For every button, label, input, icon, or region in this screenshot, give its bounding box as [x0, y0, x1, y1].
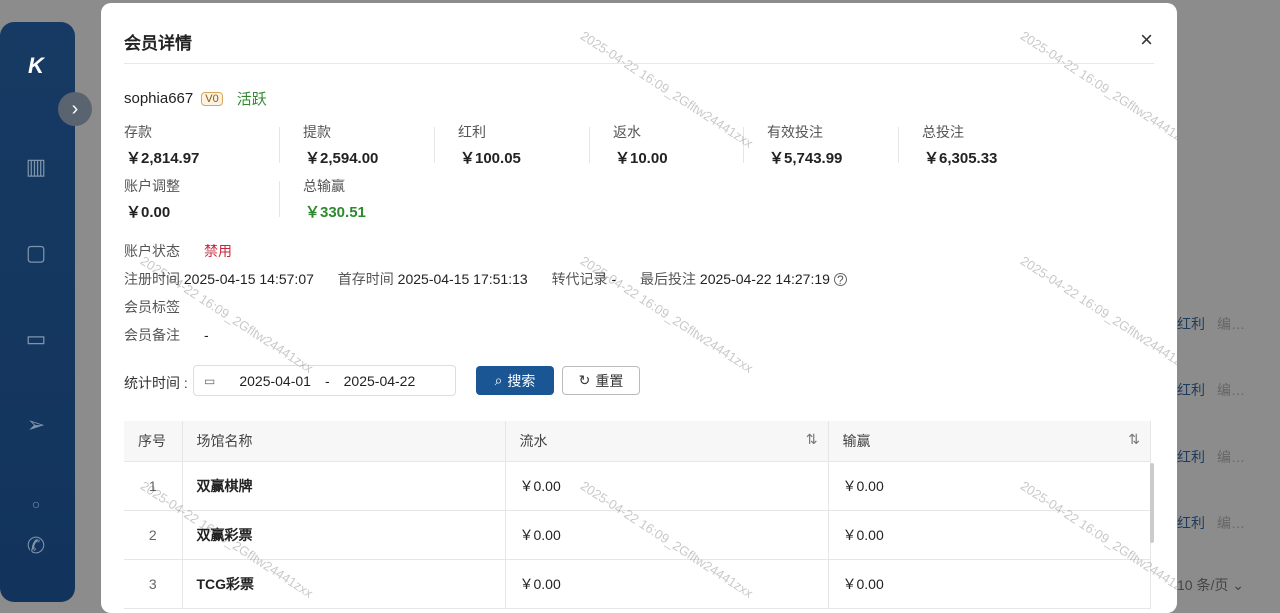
stat-value: ￥5,743.99	[769, 150, 843, 167]
more-link[interactable]: 编…	[1217, 449, 1245, 465]
stat-value: ￥0.00	[126, 204, 171, 221]
help-icon[interactable]: ?	[833, 273, 847, 286]
account-status-value: 禁用	[204, 243, 232, 259]
remark-row: 会员备注 -	[124, 327, 209, 343]
stat-label: 总投注	[922, 124, 964, 140]
time-row: 注册时间 2025-04-15 14:57:07 首存时间 2025-04-15…	[124, 269, 847, 289]
col-winloss[interactable]: 输赢 ⇅	[828, 421, 1151, 462]
transfer-record: -	[611, 271, 617, 287]
stat-deposit: 存款 ￥2,814.97	[124, 122, 279, 168]
dot-icon: ○	[31, 496, 41, 512]
watermark: 2025-04-22 16:09_2Gfltw24441zxx	[1017, 253, 1177, 376]
reset-button[interactable]: ↻ 重置	[562, 366, 640, 395]
stat-value: ￥2,814.97	[126, 150, 200, 167]
bonus-link[interactable]: 红利	[1177, 382, 1205, 398]
last-bet-time: 2025-04-22 14:27:19	[699, 271, 830, 287]
logo-icon: K	[28, 53, 44, 78]
stat-adjustment: 账户调整 ￥0.00	[124, 176, 279, 222]
stat-value: ￥2,594.00	[305, 150, 379, 167]
search-button[interactable]: ⌕ 搜索	[476, 366, 554, 395]
stat-total-winloss: 总输赢 ￥330.51	[303, 176, 458, 222]
stat-bonus: 红利 ￥100.05	[458, 122, 613, 168]
sort-icon[interactable]: ⇅	[805, 430, 818, 447]
stat-label: 账户调整	[124, 178, 180, 194]
col-turnover[interactable]: 流水 ⇅	[505, 421, 829, 462]
bg-row: 红利 编…	[1177, 513, 1257, 533]
stat-label: 总输赢	[303, 178, 345, 194]
bonus-link[interactable]: 红利	[1177, 316, 1205, 332]
account-status-row: 账户状态 禁用	[124, 243, 232, 259]
page-size-select[interactable]: 10 条/页 ⌄	[1177, 577, 1244, 593]
stat-label: 有效投注	[767, 124, 823, 140]
table-row: 3 TCG彩票 ￥0.00 ￥0.00	[124, 559, 1151, 609]
calendar-icon: ▭	[204, 373, 216, 388]
stat-label: 红利	[458, 124, 486, 140]
start-date[interactable]: 2025-04-01	[239, 372, 311, 389]
end-date[interactable]: 2025-04-22	[343, 372, 416, 389]
tags-row: 会员标签	[124, 299, 180, 315]
stat-total-bet: 总投注 ￥6,305.33	[922, 122, 1077, 168]
chart-icon[interactable]: ▥	[25, 154, 47, 179]
table-row: 2 双赢彩票 ￥0.00 ￥0.00	[124, 510, 1151, 560]
table-header: 序号 场馆名称 流水 ⇅ 输赢 ⇅	[124, 421, 1151, 462]
col-index: 序号	[124, 421, 183, 462]
close-icon[interactable]: ×	[1140, 27, 1153, 52]
stat-rebate: 返水 ￥10.00	[613, 122, 768, 168]
bg-row: 红利 编…	[1177, 380, 1257, 400]
table-scrollbar[interactable]	[1150, 463, 1154, 543]
reset-icon: ↻	[578, 372, 591, 388]
more-link[interactable]: 编…	[1217, 316, 1245, 332]
stat-withdraw: 提款 ￥2,594.00	[303, 122, 458, 168]
level-badge: V0	[201, 91, 223, 106]
register-time: 2025-04-15 14:57:07	[183, 271, 314, 287]
modal-title: 会员详情	[124, 34, 192, 53]
date-range-picker[interactable]: ▭ 2025-04-01 - 2025-04-22	[193, 365, 456, 396]
collapse-sidebar-button[interactable]: ›	[58, 92, 92, 126]
filter-label: 统计时间 :	[124, 375, 188, 391]
wallet-icon[interactable]: ▭	[25, 326, 47, 351]
username: sophia667	[124, 90, 194, 107]
more-link[interactable]: 编…	[1217, 515, 1245, 531]
user-header: sophia667 V0 活跃	[124, 88, 267, 109]
user-icon[interactable]: ▢	[25, 240, 47, 265]
stat-label: 返水	[613, 124, 641, 140]
bonus-link[interactable]: 红利	[1177, 515, 1205, 531]
stat-value: ￥330.51	[305, 204, 366, 221]
bg-row: 红利 编…	[1177, 447, 1257, 467]
status-badge: 活跃	[236, 91, 267, 108]
background-table: 红利 编… 红利 编… 红利 编… 红利 编… 10 条/页 ⌄	[1177, 0, 1280, 607]
bg-row: 红利 编…	[1177, 314, 1257, 334]
stat-valid-bet: 有效投注 ￥5,743.99	[767, 122, 922, 168]
stat-label: 存款	[124, 124, 152, 140]
stat-label: 提款	[303, 124, 331, 140]
divider	[124, 63, 1154, 64]
table-row: 1 双赢棋牌 ￥0.00 ￥0.00	[124, 461, 1151, 511]
more-link[interactable]: 编…	[1217, 382, 1245, 398]
phone-icon[interactable]: ✆	[26, 533, 46, 558]
first-deposit-time: 2025-04-15 17:51:13	[397, 271, 528, 287]
remark-value: -	[204, 327, 209, 343]
search-icon: ⌕	[494, 372, 503, 388]
stat-value: ￥10.00	[615, 150, 668, 167]
stat-value: ￥100.05	[460, 150, 521, 167]
stat-value: ￥6,305.33	[924, 150, 998, 167]
member-detail-modal: 会员详情 × sophia667 V0 活跃 存款 ￥2,814.97 提款 ￥2,…	[101, 3, 1177, 613]
bonus-link[interactable]: 红利	[1177, 449, 1205, 465]
venue-table: 序号 场馆名称 流水 ⇅ 输赢 ⇅ 1 双赢棋牌 ￥0.00 ￥0.00 2 双赢彩票 ￥0.…	[124, 421, 1151, 609]
send-icon[interactable]: ➢	[26, 412, 46, 437]
col-venue: 场馆名称	[182, 421, 506, 462]
sort-icon[interactable]: ⇅	[1128, 430, 1140, 447]
